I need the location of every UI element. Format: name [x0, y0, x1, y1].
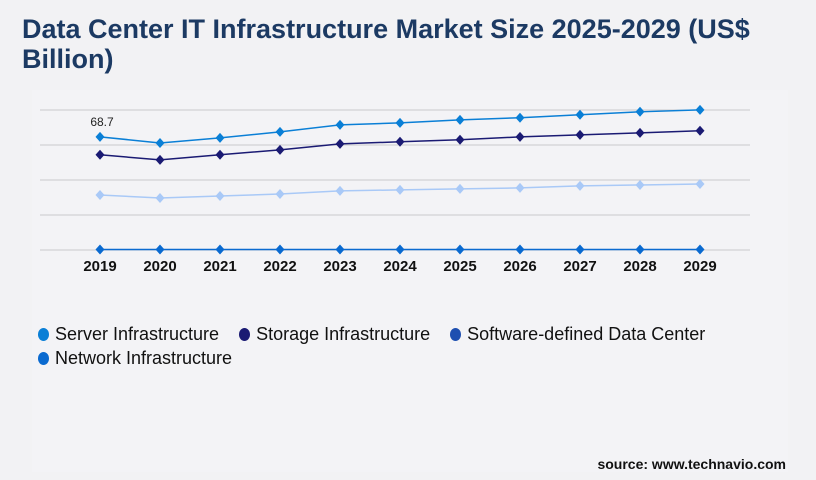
data-point	[155, 244, 165, 255]
data-point	[215, 149, 225, 160]
data-point	[635, 244, 645, 255]
data-point	[95, 244, 105, 255]
data-point	[695, 104, 705, 115]
data-point	[95, 131, 105, 142]
legend-marker-icon	[38, 327, 49, 341]
chart-title: Data Center IT Infrastructure Market Siz…	[22, 14, 750, 74]
legend-label: Network Infrastructure	[55, 347, 233, 368]
data-point	[335, 119, 345, 130]
x-tick-label: 2020	[143, 258, 176, 275]
data-point	[275, 244, 285, 255]
data-point	[455, 244, 465, 255]
data-point	[455, 134, 465, 145]
data-point	[395, 184, 405, 195]
data-point	[575, 109, 585, 120]
data-point	[275, 144, 285, 155]
data-point	[335, 138, 345, 149]
x-tick-label: 2019	[83, 258, 116, 275]
x-tick-label: 2027	[563, 258, 596, 275]
data-point	[695, 244, 705, 255]
data-point	[695, 178, 705, 189]
source-text: source: www.technavio.com	[597, 456, 786, 472]
legend-item: Software-defined Data Center	[450, 322, 705, 346]
data-point	[455, 183, 465, 194]
data-point	[515, 112, 525, 123]
data-point	[575, 129, 585, 140]
x-tick-label: 2025	[443, 258, 476, 275]
legend-label: Software-defined Data Center	[467, 323, 706, 344]
x-tick-label: 2024	[383, 258, 417, 275]
legend-item: Server Infrastructure	[38, 322, 219, 346]
data-point	[95, 189, 105, 200]
x-tick-label: 2026	[503, 258, 536, 275]
data-point	[215, 244, 225, 255]
data-point	[635, 179, 645, 190]
data-point	[575, 244, 585, 255]
data-point	[95, 149, 105, 160]
data-point	[515, 131, 525, 142]
data-point	[515, 182, 525, 193]
data-point	[695, 125, 705, 136]
data-point	[275, 126, 285, 137]
data-point	[155, 137, 165, 148]
data-point	[335, 244, 345, 255]
legend-marker-icon	[239, 327, 251, 341]
data-point	[155, 154, 165, 165]
data-point	[335, 185, 345, 196]
data-point	[575, 180, 585, 191]
legend-label: Server Infrastructure	[55, 323, 220, 344]
x-tick-label: 2023	[323, 258, 356, 275]
legend-marker-icon	[38, 351, 49, 365]
x-tick-label: 2028	[623, 258, 656, 275]
data-point	[515, 244, 525, 255]
data-point	[155, 192, 165, 203]
x-tick-label: 2021	[203, 258, 236, 275]
legend: Server Infrastructure Storage Infrastruct…	[38, 322, 778, 370]
data-point	[455, 114, 465, 125]
chart-panel	[32, 90, 788, 472]
legend-marker-icon	[450, 327, 462, 341]
data-point	[275, 189, 285, 199]
legend-label: Storage Infrastructure	[256, 323, 431, 344]
data-point	[635, 127, 645, 138]
data-point	[395, 244, 405, 255]
data-point	[215, 132, 225, 143]
x-tick-label: 2029	[683, 258, 716, 275]
x-tick-label: 2022	[263, 258, 296, 275]
data-label: 68.7	[90, 115, 114, 129]
data-point	[395, 117, 405, 128]
data-point	[215, 190, 225, 201]
legend-item: Network Infrastructure	[38, 346, 232, 370]
legend-item: Storage Infrastructure	[239, 322, 430, 346]
data-point	[635, 106, 645, 117]
data-point	[395, 136, 405, 147]
